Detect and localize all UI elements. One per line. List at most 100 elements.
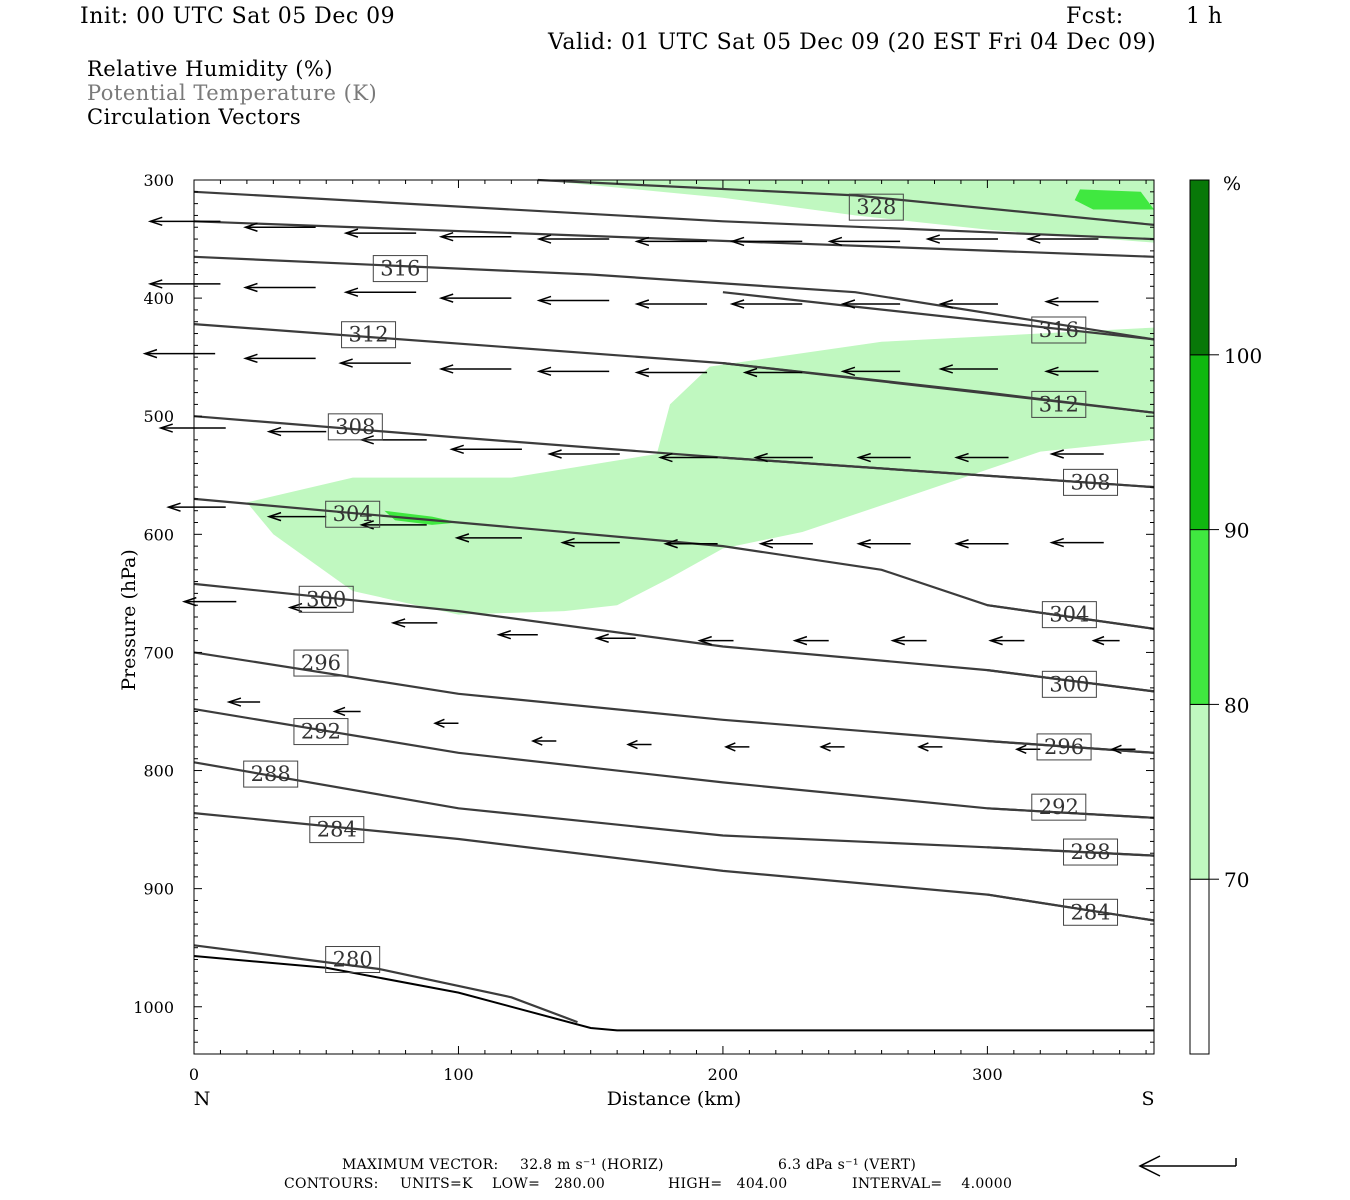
y-tick-label: 500 [143, 407, 174, 426]
wind-vector [658, 452, 718, 463]
vector-head [742, 367, 758, 378]
vector-head [390, 618, 406, 628]
contour-labels: 328 316 316 312 312 308 308 304 304 300 300 296 296 2… [243, 193, 1119, 974]
contour-label-text: 288 [251, 762, 291, 786]
contour-label: 304 [1041, 601, 1097, 629]
vector-head [560, 537, 575, 548]
vector-head [1110, 744, 1122, 754]
wind-vector [634, 299, 708, 309]
wind-vector [343, 287, 417, 297]
vector-head [938, 299, 954, 309]
y-tick-label: 700 [143, 643, 174, 662]
contour-label: 312 [341, 321, 397, 349]
theta-contour [722, 456, 1155, 489]
colorbar-level-label: 90 [1224, 519, 1249, 543]
wind-vector [243, 222, 316, 232]
vector-head [433, 718, 445, 728]
contour-label-text: 296 [1044, 735, 1084, 759]
contour-label: 316 [372, 255, 428, 283]
wind-vector [266, 426, 327, 437]
contour-label-text: 304 [1049, 603, 1089, 627]
north-label: N [194, 1088, 211, 1110]
contours-high: HIGH= 404.00 [668, 1176, 788, 1192]
vector-head [343, 228, 359, 238]
vector-head [454, 533, 470, 543]
terrain-surface [193, 955, 1154, 1032]
contour-label: 296 [293, 649, 349, 677]
wind-vector [925, 234, 998, 244]
contour-label-text: 280 [333, 948, 373, 972]
vector-head [819, 742, 831, 752]
y-tick-label: 900 [143, 880, 174, 899]
wind-vector [938, 299, 998, 309]
contour-label-text: 300 [1049, 672, 1089, 696]
contour-label-box [372, 255, 428, 283]
wind-vector [954, 452, 1009, 463]
title-circulation-vectors: Circulation Vectors [87, 105, 302, 129]
vector-head [1091, 635, 1105, 646]
theta-contour [987, 604, 1155, 630]
vector-head [663, 539, 678, 549]
contour-label-text: 284 [317, 818, 357, 842]
vector-head [890, 635, 905, 646]
contour-label-text: 296 [301, 651, 341, 675]
wind-vector [1044, 366, 1099, 377]
vector-head [1049, 537, 1064, 548]
contour-label-box [1041, 670, 1097, 698]
contour-label-box [1063, 468, 1119, 496]
contour-label: 300 [298, 585, 354, 613]
wind-vector [792, 635, 829, 646]
forecast-hours: 1 h [1186, 4, 1223, 29]
vector-head [536, 234, 552, 244]
colorbar-segment [1189, 179, 1210, 356]
vector-head [266, 511, 282, 522]
wind-vector [634, 236, 708, 247]
vector-head [792, 635, 808, 646]
vector-head [332, 706, 346, 717]
wind-vector [856, 539, 911, 549]
vector-head [438, 293, 454, 303]
wind-vector [856, 452, 911, 463]
wind-vector [758, 539, 813, 549]
theta-contour [987, 669, 1155, 693]
wind-vector [1044, 296, 1099, 307]
wind-vector [626, 739, 652, 750]
vector-head [226, 697, 242, 707]
contour-label-text: 300 [306, 587, 346, 611]
wind-vector [1049, 537, 1104, 548]
contour-label: 284 [1063, 898, 1119, 926]
theta-contour [987, 807, 1155, 819]
wind-vector [697, 635, 734, 646]
wind-vector [547, 449, 620, 459]
vector-head [634, 367, 650, 378]
forecast-label: Fcst: [1066, 4, 1124, 29]
y-tick-label: 800 [143, 762, 174, 781]
contour-label: 312 [1031, 390, 1087, 418]
contour-label-text: 308 [1070, 470, 1110, 494]
wind-vector [536, 366, 610, 377]
rh-region [1074, 189, 1154, 210]
vector-head [243, 282, 258, 293]
vector-head [729, 299, 745, 309]
south-label: S [1141, 1088, 1154, 1110]
vector-head [827, 236, 843, 247]
contour-label-text: 316 [380, 257, 420, 281]
contour-label-text: 284 [1070, 900, 1110, 924]
contour-label-box [293, 718, 349, 746]
wind-vector [181, 596, 237, 607]
vector-head [840, 366, 856, 377]
reference-vector-arrow [1138, 1155, 1237, 1177]
theta-contour [193, 220, 1155, 258]
vector-head [536, 366, 552, 377]
vector-head [166, 502, 181, 512]
wind-vector [226, 697, 261, 707]
contour-label-text: 304 [333, 502, 373, 526]
contour-label-box [1063, 838, 1119, 866]
wind-vector [243, 353, 316, 364]
wind-vector [433, 718, 459, 728]
max-vector-label: MAXIMUM VECTOR: [342, 1157, 499, 1173]
vector-head [449, 444, 464, 454]
vector-head [634, 236, 650, 247]
wind-vector [827, 236, 901, 247]
